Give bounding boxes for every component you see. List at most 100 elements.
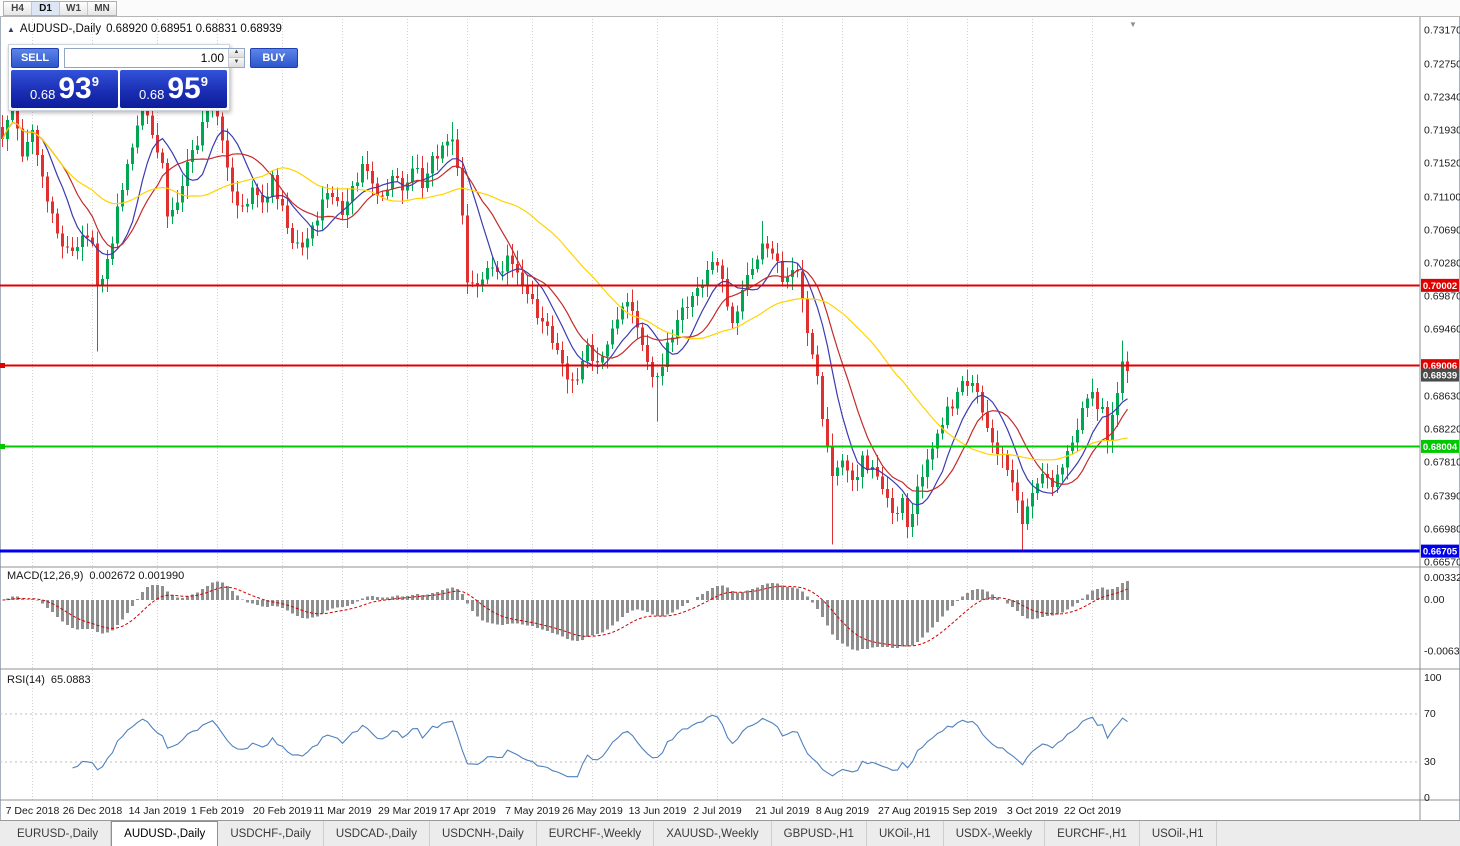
- timeframe-button-d1[interactable]: D1: [32, 2, 60, 15]
- candle: [266, 182, 269, 213]
- x-axis-label: 21 Jul 2019: [755, 805, 809, 817]
- price-tag-text: 0.68939: [1423, 371, 1457, 382]
- candle: [671, 329, 674, 353]
- candle: [991, 419, 994, 454]
- tab-usoil-h1[interactable]: USOil-,H1: [1140, 821, 1217, 846]
- price-axis-labels: 0.73170 0.72750 0.72340 0.71930 0.71520 0.711…: [1424, 25, 1460, 569]
- chart-shift-marker-icon: ▼: [1129, 20, 1137, 29]
- tab-audusd-daily[interactable]: AUDUSD-,Daily: [111, 821, 219, 846]
- candle: [316, 211, 319, 236]
- buy-price-display[interactable]: 0.68 95 9: [120, 70, 227, 108]
- candle: [46, 171, 49, 213]
- tab-usdcnh-daily[interactable]: USDCNH-,Daily: [430, 821, 537, 846]
- tab-xauusd-weekly[interactable]: XAUUSD-,Weekly: [654, 821, 772, 846]
- candle: [721, 259, 724, 293]
- volume-up-button[interactable]: ▲: [229, 48, 244, 57]
- candle: [241, 194, 244, 212]
- rsi-axis-tick: 30: [1424, 756, 1436, 768]
- macd-histogram: [6, 581, 1129, 651]
- separators: [0, 17, 1460, 820]
- candle: [171, 197, 174, 224]
- candle: [781, 251, 784, 286]
- candle: [121, 183, 124, 212]
- candle: [491, 256, 494, 277]
- candle: [556, 332, 559, 355]
- timeframe-button-mn[interactable]: MN: [88, 2, 116, 15]
- candle: [896, 506, 899, 522]
- y-axis-tick: 0.66980: [1424, 523, 1460, 535]
- candle: [1051, 469, 1054, 497]
- sell-button[interactable]: SELL: [11, 47, 59, 68]
- candle: [861, 450, 864, 489]
- sell-price-sup: 9: [91, 74, 99, 89]
- candle: [176, 190, 179, 215]
- candle: [396, 167, 399, 182]
- candle: [51, 196, 54, 223]
- tab-usdx-weekly[interactable]: USDX-,Weekly: [944, 821, 1046, 846]
- price-tag-0.68939: 0.68939: [1421, 368, 1459, 382]
- x-axis-label: 17 Apr 2019: [439, 805, 496, 817]
- timeframe-button-w1[interactable]: W1: [60, 2, 88, 15]
- tab-usdcad-daily[interactable]: USDCAD-,Daily: [324, 821, 430, 846]
- candle: [506, 244, 509, 285]
- macd-indicator-label: MACD(12,26,9) 0.002672 0.001990: [7, 570, 184, 582]
- x-axis-label: 14 Jan 2019: [129, 805, 187, 817]
- candle: [1086, 393, 1089, 418]
- sell-price-display[interactable]: 0.68 93 9: [11, 70, 118, 108]
- candle: [811, 329, 814, 359]
- sell-price-prefix: 0.68: [30, 86, 56, 102]
- tab-gbpusd-h1[interactable]: GBPUSD-,H1: [772, 821, 867, 846]
- candle: [251, 180, 254, 210]
- candle: [236, 181, 239, 219]
- candle: [561, 341, 564, 377]
- tab-eurchf-weekly[interactable]: EURCHF-,Weekly: [537, 821, 655, 846]
- candle: [536, 285, 539, 325]
- candle: [566, 355, 569, 394]
- x-axis-label: 15 Sep 2019: [938, 805, 998, 817]
- candle: [576, 368, 579, 385]
- price-tag-0.68004: 0.68004: [1421, 439, 1459, 453]
- candle: [981, 385, 984, 421]
- x-axis-label: 22 Oct 2019: [1064, 805, 1121, 817]
- volume-down-button[interactable]: ▼: [229, 57, 244, 67]
- chart-symbol-label: AUDUSD-,Daily: [19, 23, 102, 35]
- trade-controls-row: SELL ▲ ▼ BUY: [11, 47, 298, 68]
- tab-eurusd-daily[interactable]: EURUSD-,Daily: [5, 821, 112, 846]
- price-chart[interactable]: 0.73170 0.72750 0.72340 0.71930 0.71520 0.711…: [0, 17, 1460, 820]
- candles: [1, 82, 1129, 550]
- candle: [921, 464, 924, 499]
- grid-lines: [32, 19, 1093, 800]
- buy-price-sup: 9: [200, 74, 208, 89]
- candle: [581, 350, 584, 384]
- tab-usdchf-daily[interactable]: USDCHF-,Daily: [218, 821, 324, 846]
- candle: [611, 320, 614, 350]
- candle: [26, 129, 29, 161]
- candle: [776, 242, 779, 274]
- candle: [1116, 382, 1119, 428]
- tab-eurchf-h1[interactable]: EURCHF-,H1: [1045, 821, 1140, 846]
- candle: [681, 298, 684, 333]
- candle: [851, 462, 854, 491]
- volume-input[interactable]: [65, 48, 228, 67]
- candle: [161, 148, 164, 169]
- timeframe-toolbar: H4 D1 W1 MN: [0, 0, 1460, 17]
- candle: [221, 112, 224, 153]
- timeframe-button-h4[interactable]: H4: [4, 2, 32, 15]
- candle: [1021, 491, 1024, 550]
- candle: [351, 181, 354, 215]
- candle: [156, 122, 159, 159]
- candle: [56, 208, 59, 239]
- candle: [1106, 400, 1109, 454]
- candle: [1091, 378, 1094, 406]
- buy-button[interactable]: BUY: [250, 47, 298, 68]
- tab-ukoil-h1[interactable]: UKOil-,H1: [867, 821, 944, 846]
- candle: [546, 312, 549, 336]
- date-axis: 7 Dec 2018 26 Dec 2018 14 Jan 2019 1 Feb 20…: [6, 805, 1122, 817]
- candle: [381, 190, 384, 202]
- y-axis-tick: 0.68220: [1424, 424, 1460, 436]
- candle: [906, 493, 909, 538]
- candle: [261, 184, 264, 214]
- y-axis-tick: 0.71100: [1424, 191, 1460, 203]
- x-axis-label: 13 Jun 2019: [629, 805, 687, 817]
